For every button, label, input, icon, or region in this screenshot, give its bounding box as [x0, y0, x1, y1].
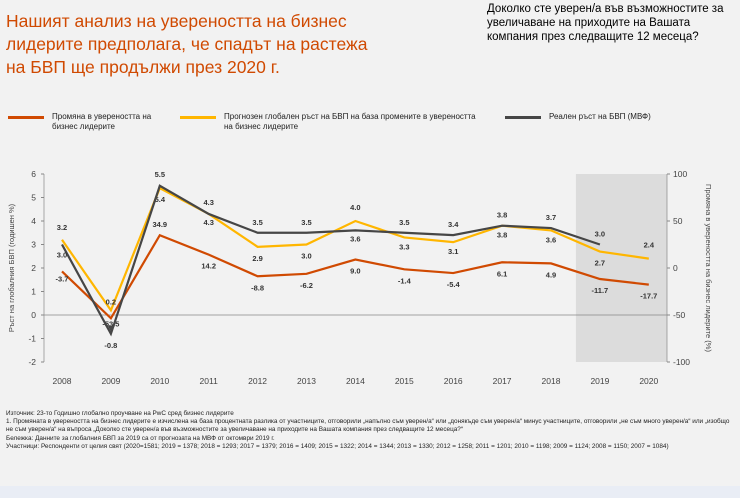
- data-label: -53.5: [102, 319, 119, 328]
- left-tick-label: 3: [31, 240, 36, 250]
- legend-label: Промяна в увереността на бизнес лидерите: [52, 112, 152, 131]
- x-tick-label: 2010: [150, 376, 169, 386]
- data-label: 4.3: [203, 218, 213, 227]
- x-tick-label: 2016: [444, 376, 463, 386]
- x-tick-label: 2015: [395, 376, 414, 386]
- data-label: 4.0: [350, 203, 360, 212]
- left-axis-title: Ръст на глобалния БВП (годишен %): [7, 203, 16, 332]
- data-label: 34.9: [152, 220, 167, 229]
- x-tick-label: 2009: [101, 376, 120, 386]
- left-tick-label: -2: [28, 357, 36, 367]
- data-label: 3.3: [399, 242, 409, 251]
- data-label: 2.4: [644, 241, 655, 250]
- x-tick-label: 2020: [639, 376, 658, 386]
- data-label: 3.4: [448, 220, 459, 229]
- data-label: 3.7: [546, 213, 556, 222]
- legend-label: Прогнозен глобален ръст на БВП на база п…: [224, 112, 476, 131]
- data-label: 3.6: [350, 234, 360, 243]
- source-note: Източник: 23-то Годишно глобално проучва…: [6, 410, 234, 417]
- left-tick-label: 4: [31, 216, 36, 226]
- data-label: -3.7: [56, 274, 69, 283]
- data-label: -5.4: [447, 280, 461, 289]
- data-label: -17.7: [640, 292, 657, 301]
- data-label: 3.0: [595, 230, 605, 239]
- x-tick-label: 2017: [493, 376, 512, 386]
- legend-swatch: [505, 116, 541, 119]
- data-label: -6.2: [300, 281, 313, 290]
- left-tick-label: 1: [31, 287, 36, 297]
- data-label: 9.0: [350, 267, 360, 276]
- data-label: 3.2: [57, 223, 67, 232]
- gdp-chart: -2 -1 0 1 2 3 4 5 6 -100 -50 0 50 100 2008 2009 2010 2011…: [7, 169, 713, 386]
- left-tick-label: 5: [31, 193, 36, 203]
- data-label: 14.2: [201, 262, 216, 271]
- data-label: 4.9: [546, 270, 556, 279]
- x-tick-label: 2008: [53, 376, 72, 386]
- data-label: 3.0: [57, 251, 67, 260]
- footnote-1: 1. Промяната в увереността на бизнес лид…: [6, 418, 730, 434]
- series-line: [61, 233, 649, 321]
- left-tick-label: 0: [31, 310, 36, 320]
- data-label: 2.7: [595, 259, 605, 268]
- legend-swatch: [180, 116, 216, 119]
- data-label: 3.5: [252, 218, 262, 227]
- x-tick-label: 2012: [248, 376, 267, 386]
- data-label: -11.7: [592, 286, 609, 295]
- survey-question: Доколко сте уверен/а във възможностите з…: [487, 3, 724, 43]
- data-label: 3.5: [301, 218, 311, 227]
- left-tick-label: 6: [31, 169, 36, 179]
- right-tick-label: 0: [673, 263, 678, 273]
- x-tick-label: 2013: [297, 376, 316, 386]
- right-axis-title: Промяна в увереността на бизнес лидерите…: [704, 184, 713, 352]
- data-label: 3.5: [399, 218, 409, 227]
- data-label: 6.1: [497, 269, 507, 278]
- footnotes: Източник: 23-то Годишно глобално проучва…: [6, 410, 736, 451]
- legend-item-imf: Реален ръст на БВП (МВФ): [505, 112, 705, 122]
- data-label: 3.8: [497, 211, 507, 220]
- bottom-bar: [0, 486, 740, 498]
- series-line: [61, 184, 601, 337]
- right-tick-label: 100: [673, 169, 687, 179]
- right-tick-label: -50: [673, 310, 686, 320]
- data-label: 3.1: [448, 247, 458, 256]
- x-tick-label: 2019: [590, 376, 609, 386]
- legend-label: Реален ръст на БВП (МВФ): [549, 112, 651, 121]
- right-tick-label: -100: [673, 357, 690, 367]
- forecast-shaded-region: [575, 174, 667, 362]
- data-label: 3.8: [497, 231, 507, 240]
- data-label: -8.8: [251, 283, 264, 292]
- data-label: -1.4: [398, 276, 412, 285]
- data-label: 4.3: [203, 198, 213, 207]
- data-label: 3.6: [546, 235, 556, 244]
- down-arrow-icon: [107, 325, 114, 332]
- data-label: 0.2: [106, 297, 116, 306]
- x-tick-label: 2014: [346, 376, 365, 386]
- page-title: Нашият анализ на увереността на бизнес л…: [6, 11, 368, 77]
- data-label: 5.4: [155, 195, 166, 204]
- legend-swatch: [8, 116, 44, 119]
- x-tick-label: 2018: [542, 376, 561, 386]
- remark-note: Бележка: Данните за глобалния БВП за 201…: [6, 434, 275, 442]
- legend-item-confidence: Промяна в увереността на бизнес лидерите: [8, 112, 168, 132]
- participants-note: Участници: Респонденти от целия свят (20…: [6, 442, 669, 450]
- right-tick-label: 50: [673, 216, 683, 226]
- left-tick-label: -1: [28, 334, 36, 344]
- data-label: 3.0: [301, 252, 311, 261]
- data-label: -0.8: [104, 341, 117, 350]
- legend-item-forecast: Прогнозен глобален ръст на БВП на база п…: [180, 112, 485, 132]
- x-tick-label: 2011: [200, 376, 219, 386]
- data-label: 5.5: [155, 170, 165, 179]
- left-tick-label: 2: [31, 263, 36, 273]
- data-label: 2.9: [252, 254, 262, 263]
